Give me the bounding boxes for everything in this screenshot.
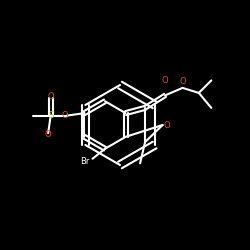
Text: O: O bbox=[179, 77, 186, 86]
Text: O: O bbox=[61, 111, 68, 120]
Text: O: O bbox=[163, 120, 170, 130]
Text: Br: Br bbox=[80, 157, 90, 166]
Text: O: O bbox=[47, 92, 54, 102]
Text: O: O bbox=[45, 130, 52, 139]
Text: O: O bbox=[162, 76, 168, 85]
Text: S: S bbox=[48, 111, 53, 120]
